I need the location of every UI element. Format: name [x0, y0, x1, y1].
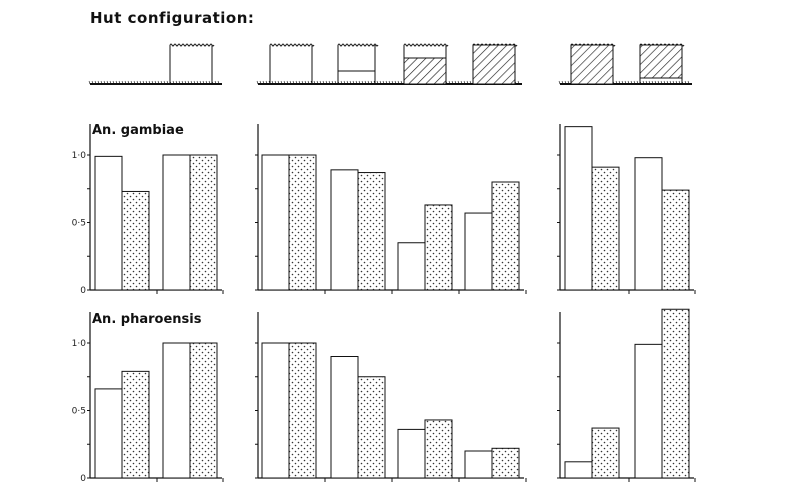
- bar-r1-p1-g0-stippled: [288, 342, 317, 479]
- bar-r0-p1-g2-open: [397, 242, 426, 291]
- hut-1-roof: [169, 43, 215, 47]
- hut-4-screen: [403, 57, 447, 85]
- bar-r1-p1-g0-open: [261, 342, 290, 479]
- bar-r0-p0-g0-open: [94, 155, 123, 291]
- ground-1-grass: [88, 80, 220, 85]
- bar-r1-p0-g1-open: [162, 342, 191, 479]
- hut-configuration-row: [88, 43, 692, 85]
- bar-r1-p2-g1-stippled: [661, 308, 690, 479]
- y-tick-label-r1-0: 1·0: [72, 339, 87, 349]
- hut-6-screen: [570, 44, 614, 85]
- bar-r0-p2-g1-stippled: [661, 189, 690, 291]
- y-tick-label-r0-0: 1·0: [72, 151, 87, 161]
- hut-2-roof: [269, 43, 315, 47]
- bar-r1-p0-g0-stippled: [121, 370, 150, 479]
- bar-r0-p1-g2-stippled: [424, 204, 453, 291]
- bar-r0-p1-g0-stippled: [288, 154, 317, 291]
- y-tick-label-r0-1: 0·5: [72, 219, 86, 229]
- bar-r1-p1-g3-stippled: [491, 447, 520, 479]
- bar-r0-p1-g1-stippled: [357, 172, 386, 291]
- hut-7-screen: [639, 44, 683, 79]
- bar-r1-p1-g1-stippled: [357, 376, 386, 479]
- bar-r1-p1-g2-stippled: [424, 419, 453, 479]
- bar-panels: 1·0 0·5 0 1·0 0·5 0: [72, 124, 696, 484]
- bar-r0-p2-g1-open: [634, 157, 663, 291]
- hut-3-roof: [337, 43, 379, 47]
- bar-r0-p1-g3-stippled: [491, 181, 520, 291]
- bar-r0-p2-g0-stippled: [591, 166, 620, 291]
- bar-r0-p0-g1-stippled: [189, 154, 218, 291]
- bar-r0-p1-g0-open: [261, 154, 290, 291]
- bar-r1-p2-g1-open: [634, 343, 663, 479]
- bar-r1-p1-g1-open: [330, 356, 359, 479]
- row-label-gambiae: An. gambiae: [92, 123, 184, 138]
- bar-r1-p0-g1-stippled: [189, 342, 218, 479]
- bar-r1-p2-g0-open: [564, 461, 593, 479]
- y-tick-label-r0-2: 0: [80, 286, 86, 296]
- bar-r0-p0-g1-open: [162, 154, 191, 291]
- bar-r0-p1-g3-open: [464, 212, 493, 291]
- bar-r1-p2-g0-stippled: [591, 427, 620, 479]
- bar-r0-p2-g0-open: [564, 126, 593, 291]
- figure-title: Hut configuration:: [90, 9, 254, 27]
- row-label-pharoensis: An. pharoensis: [92, 312, 202, 327]
- bar-r1-p1-g2-open: [397, 428, 426, 479]
- bar-r0-p0-g0-stippled: [121, 190, 150, 291]
- hut-3-screen: [337, 70, 376, 85]
- bar-r1-p1-g3-open: [464, 450, 493, 479]
- y-tick-label-r1-1: 0·5: [72, 407, 86, 417]
- bar-r0-p1-g1-open: [330, 169, 359, 291]
- hut-4-roof: [403, 43, 449, 47]
- y-tick-label-r1-2: 0: [80, 474, 86, 484]
- hut-5-screen: [472, 44, 516, 85]
- bar-r1-p0-g0-open: [94, 388, 123, 479]
